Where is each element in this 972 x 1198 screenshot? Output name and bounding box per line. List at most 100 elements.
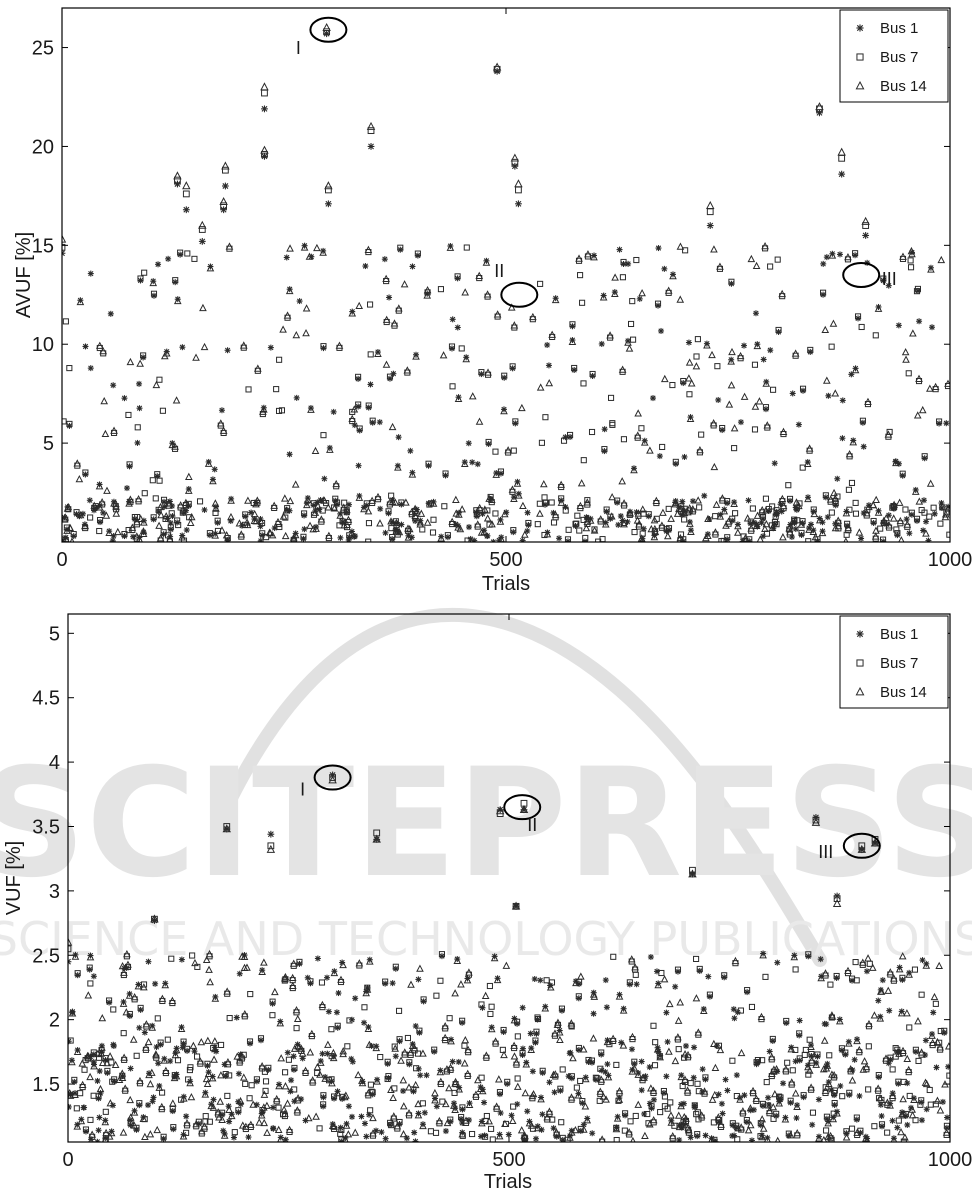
data-point (557, 1028, 563, 1034)
data-point (903, 507, 908, 512)
data-point (470, 1131, 475, 1136)
data-point (691, 1075, 697, 1081)
data-point (281, 513, 287, 519)
data-point (493, 511, 498, 516)
data-point (741, 343, 747, 349)
data-point (528, 1031, 534, 1037)
data-point (878, 526, 883, 531)
data-point (88, 515, 93, 520)
data-point (676, 1113, 682, 1119)
data-point (919, 1117, 925, 1123)
data-point (800, 465, 805, 470)
data-point (830, 1114, 836, 1120)
data-point (826, 1079, 832, 1085)
data-point (877, 1014, 883, 1020)
data-point (581, 381, 586, 386)
data-point (97, 528, 102, 533)
data-point (621, 1006, 627, 1012)
data-point (424, 291, 430, 297)
data-point (111, 1007, 116, 1012)
data-point (716, 1091, 722, 1097)
data-point (726, 401, 732, 407)
highlight-label: II (527, 815, 537, 835)
data-point (463, 354, 469, 360)
data-point (74, 1106, 79, 1111)
data-point (908, 265, 913, 270)
data-point (77, 297, 83, 303)
legend-marker-bus1 (856, 630, 863, 637)
data-point (492, 953, 498, 959)
data-point (843, 538, 849, 544)
data-point (185, 251, 190, 256)
data-point (99, 1015, 105, 1021)
data-point (355, 1072, 361, 1078)
data-point (515, 1034, 520, 1039)
data-point (446, 1085, 452, 1091)
data-point (630, 299, 635, 304)
data-point (686, 375, 692, 381)
data-point (923, 1037, 929, 1043)
data-point (270, 1013, 275, 1018)
data-point (433, 1130, 438, 1135)
data-point (763, 379, 769, 385)
data-point (695, 337, 700, 342)
data-point (566, 527, 571, 532)
data-point (101, 398, 107, 404)
legend-label: Bus 14 (880, 684, 927, 701)
data-point (510, 1118, 516, 1124)
data-point (136, 535, 142, 541)
y-tick-label: 3.5 (32, 816, 60, 838)
data-point (478, 1133, 484, 1139)
data-point (542, 495, 547, 500)
data-point (635, 1102, 641, 1108)
data-point (489, 1024, 495, 1030)
data-point (897, 500, 903, 506)
data-point (246, 1134, 252, 1140)
data-point (307, 1049, 313, 1055)
data-point (277, 1019, 283, 1025)
data-point (891, 515, 897, 521)
x-tick-label: 0 (56, 549, 67, 571)
data-point (145, 959, 151, 965)
data-point (110, 1102, 116, 1108)
data-point (257, 516, 263, 522)
data-point (657, 1053, 663, 1059)
data-point (759, 1132, 765, 1138)
data-point (287, 508, 293, 514)
data-point (839, 435, 845, 441)
data-point (583, 525, 589, 531)
data-point (920, 527, 926, 533)
y-tick-label: 5 (43, 433, 54, 455)
data-point (368, 302, 373, 307)
data-point (313, 448, 319, 454)
data-point (283, 533, 289, 539)
data-point (169, 503, 175, 509)
data-point (401, 1131, 407, 1137)
data-point (349, 1114, 355, 1120)
data-point (408, 982, 414, 988)
data-point (886, 1060, 892, 1066)
data-point (362, 1120, 368, 1126)
data-point (352, 1130, 358, 1136)
data-point (617, 247, 623, 253)
data-point (142, 270, 147, 275)
data-point (193, 355, 199, 361)
data-point (657, 453, 663, 459)
data-point (601, 293, 607, 299)
data-point (628, 1119, 633, 1124)
data-point (639, 290, 645, 296)
data-point (330, 1121, 336, 1127)
data-point (503, 509, 509, 515)
data-point (430, 530, 435, 535)
data-point (154, 1044, 160, 1050)
data-point (356, 463, 362, 469)
data-point (228, 496, 234, 502)
data-point (772, 460, 778, 466)
data-point (519, 405, 525, 411)
data-point (904, 1122, 910, 1128)
data-point (390, 1095, 396, 1101)
data-point (819, 519, 825, 525)
data-point (228, 518, 234, 524)
data-point-bus14 (174, 172, 181, 178)
data-point (363, 1134, 369, 1140)
